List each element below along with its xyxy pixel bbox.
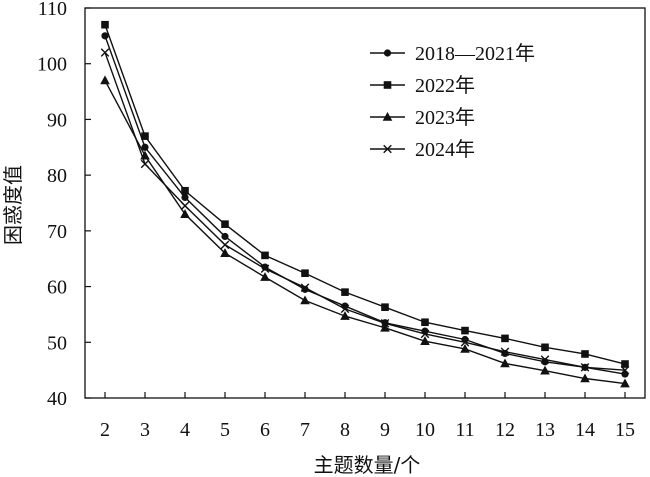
y-tick-label: 70 xyxy=(47,221,67,243)
x-tick-label: 4 xyxy=(180,419,190,441)
legend-label: 2022年 xyxy=(415,74,475,97)
data-point-x xyxy=(500,347,510,357)
data-point-triangle xyxy=(340,311,350,320)
x-tick-label: 2 xyxy=(100,419,110,441)
data-point-circle xyxy=(181,193,189,202)
data-point-square xyxy=(141,132,149,140)
y-tick-label: 90 xyxy=(47,109,67,131)
series-circle xyxy=(101,32,629,378)
legend-label: 2018—2021年 xyxy=(415,42,535,65)
data-point-circle xyxy=(221,232,229,241)
data-point-square xyxy=(383,81,392,89)
data-point-triangle xyxy=(620,378,630,388)
data-point-triangle xyxy=(500,358,510,368)
data-point-triangle xyxy=(460,343,470,353)
data-point-triangle xyxy=(300,295,310,305)
x-tick-label: 14 xyxy=(575,419,595,441)
data-point-circle xyxy=(621,370,629,378)
y-tick-label: 110 xyxy=(38,0,67,20)
x-tick-label: 10 xyxy=(415,419,435,441)
x-tick-label: 9 xyxy=(380,419,390,441)
x-tick-label: 8 xyxy=(340,419,350,441)
y-tick-label: 50 xyxy=(47,332,67,354)
data-point-square xyxy=(221,220,229,228)
data-point-triangle xyxy=(420,336,430,345)
data-point-square xyxy=(581,350,589,358)
y-tick-label: 80 xyxy=(47,165,67,187)
x-axis-title: 主题数量/个 xyxy=(314,453,421,477)
data-point-x xyxy=(383,144,392,154)
data-point-x xyxy=(340,304,350,314)
data-point-x xyxy=(420,329,430,339)
data-point-square xyxy=(341,288,349,296)
x-tick-label: 7 xyxy=(300,419,310,441)
plot-frame xyxy=(84,7,646,399)
data-point-triangle xyxy=(100,75,110,85)
legend-item: 2022年 xyxy=(370,74,475,97)
x-tick-label: 6 xyxy=(260,419,270,441)
data-point-triangle xyxy=(380,322,390,332)
data-point-square xyxy=(461,326,469,335)
data-point-x xyxy=(260,264,270,274)
x-tick-label: 15 xyxy=(615,419,635,441)
data-point-square xyxy=(501,334,509,343)
data-point-triangle xyxy=(220,248,230,257)
data-point-x xyxy=(540,355,550,364)
legend-label: 2024年 xyxy=(415,138,475,161)
legend-item: 2024年 xyxy=(370,138,475,161)
data-point-circle xyxy=(101,32,109,40)
x-tick-label: 3 xyxy=(140,419,150,441)
data-point-square xyxy=(181,186,189,195)
data-point-x xyxy=(300,283,310,292)
x-tick-label: 11 xyxy=(455,419,474,441)
x-tick-label: 12 xyxy=(495,419,515,441)
legend-item: 2018—2021年 xyxy=(370,42,535,65)
series-line xyxy=(104,80,626,385)
data-point-triangle xyxy=(580,373,590,383)
y-tick-label: 100 xyxy=(37,54,67,76)
data-point-x xyxy=(100,48,110,57)
legend-item: 2023年 xyxy=(370,106,475,129)
series-triangle xyxy=(100,75,630,388)
data-point-square xyxy=(541,343,549,352)
data-point-x xyxy=(380,319,390,328)
data-point-circle xyxy=(141,143,149,151)
data-point-square xyxy=(301,269,309,277)
series-square xyxy=(101,20,629,368)
y-axis-title: 困惑度值 xyxy=(1,165,25,245)
data-point-circle xyxy=(383,49,392,57)
x-tick-label: 13 xyxy=(535,419,555,441)
data-point-triangle xyxy=(540,365,550,375)
legend-label: 2023年 xyxy=(415,106,475,129)
data-point-x xyxy=(580,363,590,372)
data-point-x xyxy=(180,201,190,211)
series-layer xyxy=(100,20,630,388)
legend: 2018—2021年 2022年 2023年 2024年 xyxy=(370,42,535,161)
data-point-triangle xyxy=(180,209,190,218)
series-line xyxy=(104,24,626,365)
data-point-x xyxy=(460,337,470,347)
data-point-square xyxy=(381,303,389,311)
data-point-square xyxy=(621,360,629,368)
data-point-x xyxy=(140,159,150,169)
data-point-triangle xyxy=(260,272,270,281)
data-point-x xyxy=(220,240,230,250)
data-point-square xyxy=(101,20,109,29)
x-tick-label: 5 xyxy=(220,419,230,441)
data-point-square xyxy=(261,251,269,260)
axes: 2 3 4 5 6 7 8 9 10 11 12 13 14 15 40 50 60 70 80 90 100 110 xyxy=(37,0,646,441)
data-point-x xyxy=(620,365,630,375)
y-tick-label: 40 xyxy=(47,388,67,410)
series-line xyxy=(104,35,626,375)
series-line xyxy=(104,52,626,371)
y-tick-label: 60 xyxy=(47,277,67,299)
data-point-triangle xyxy=(382,112,393,121)
series-x xyxy=(100,48,630,375)
data-point-square xyxy=(421,318,429,327)
